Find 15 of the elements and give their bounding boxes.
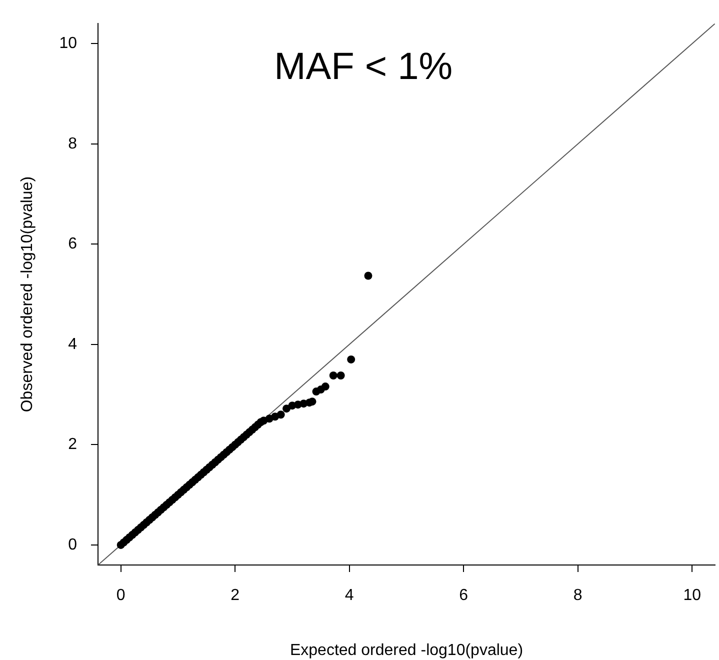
x-tick-label: 8 [573,587,582,604]
x-tick-label: 6 [459,587,468,604]
x-axis-title: Expected ordered -log10(pvalue) [290,642,524,659]
y-axis-title: Observed ordered -log10(pvalue) [19,176,36,412]
x-tick-label: 0 [116,587,126,604]
x-tick-label: 4 [344,587,354,604]
y-tick-label: 10 [59,35,78,52]
y-tick-label: 8 [68,135,78,152]
text: MAF < 1% [274,46,453,88]
x-tick-label: 2 [230,587,240,604]
x-tick-label: 10 [683,587,702,604]
y-tick-label: 0 [68,536,78,554]
y-tick-label: 6 [68,236,78,253]
y-tick-label: 2 [68,436,78,454]
y-tick-label: 4 [68,336,78,353]
